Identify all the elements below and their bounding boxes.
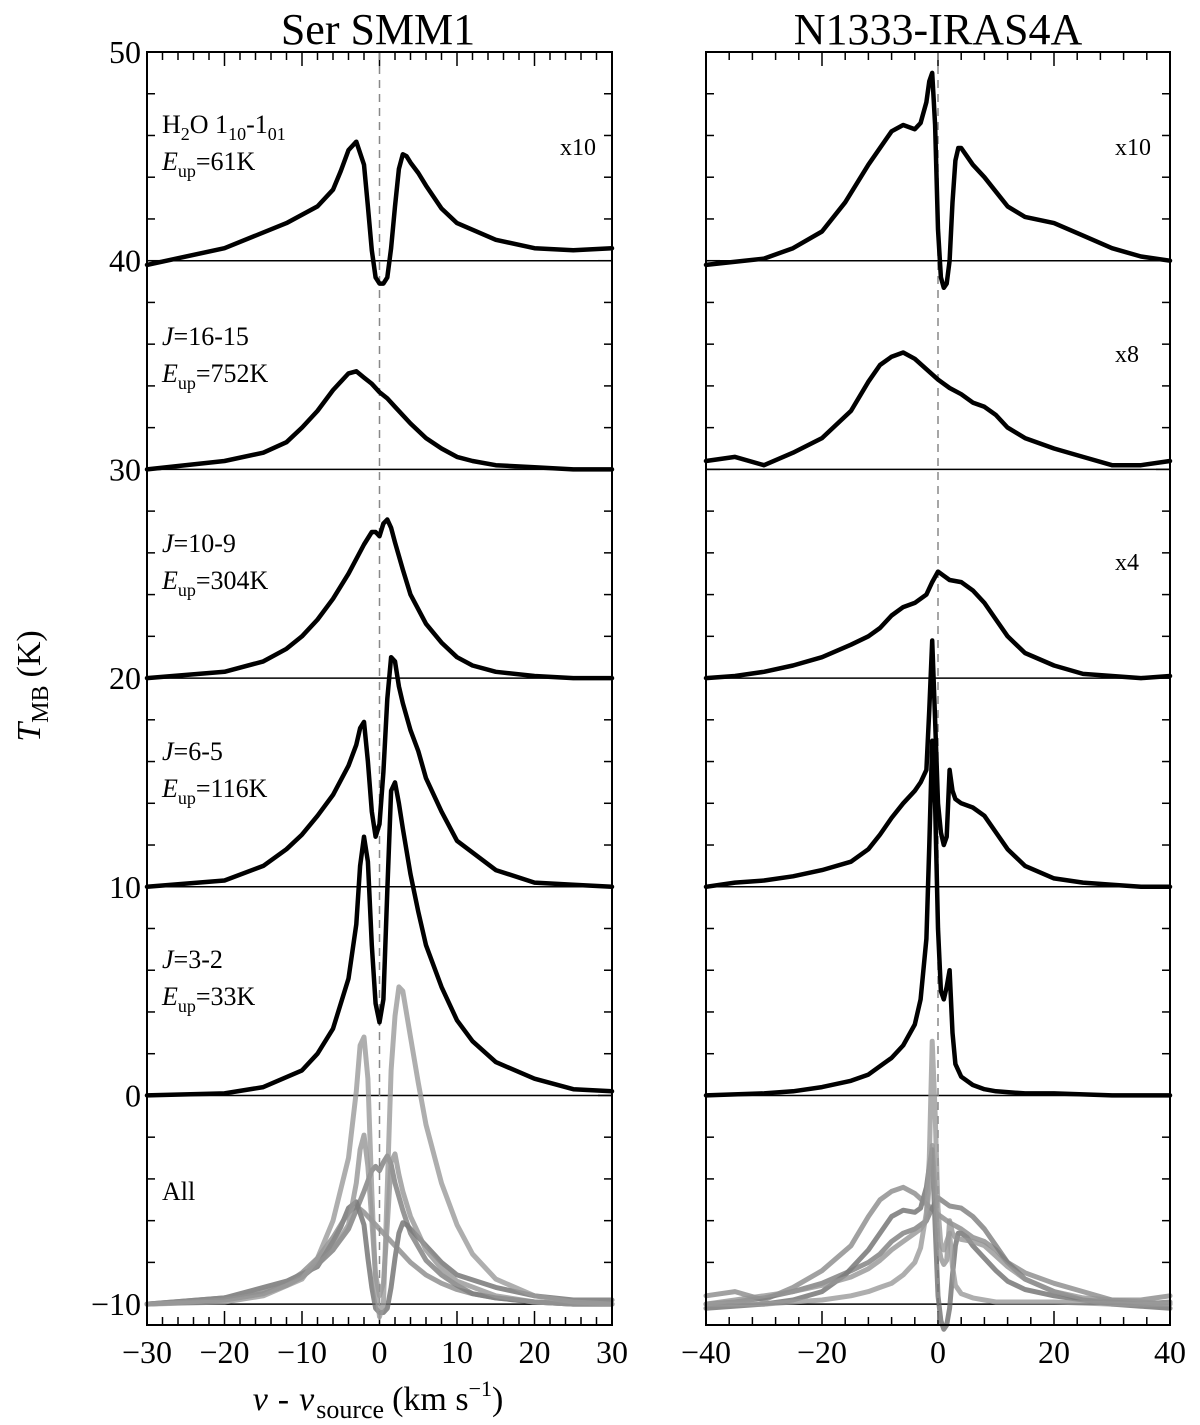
x-tick-label: 20 — [519, 1334, 551, 1370]
left-x-tick-labels: −30 −20 −10 0 10 20 30 — [122, 1334, 628, 1370]
spectrum-trace — [144, 369, 615, 472]
panel-left: −30 −20 −10 0 10 20 30 50 40 30 20 10 0 −10 H2O 110-… — [91, 34, 628, 1370]
panel-right: −40 −20 0 20 40 x10 x8 x4 — [681, 51, 1186, 1370]
right-traces — [703, 70, 1173, 1098]
overlay-trace — [703, 1147, 1173, 1332]
right-scale-label-j10-9: x4 — [1115, 550, 1139, 576]
x-tick-label: 0 — [372, 1334, 388, 1370]
label-j16-15-energy: Eup=752K — [161, 359, 269, 393]
x-axis-title-v: v — [253, 1381, 269, 1418]
spectrum-trace — [144, 517, 615, 681]
right-x-tick-labels: −40 −20 0 20 40 — [681, 1334, 1186, 1370]
x-tick-label: 20 — [1038, 1334, 1070, 1370]
y-tick-label: −10 — [91, 1286, 141, 1322]
x-axis-title-v2: v — [299, 1381, 315, 1418]
label-j6-5-transition: J=6-5 — [162, 737, 223, 766]
left-traces — [144, 139, 615, 1098]
y-axis-title: TMB (K) — [11, 630, 54, 741]
overlay-trace — [703, 1038, 1173, 1307]
right-panel-frame — [705, 51, 1171, 1326]
label-h2o-energy: Eup=61K — [161, 147, 256, 181]
left-scale-label-h2o: x10 — [560, 135, 596, 161]
x-tick-label: 40 — [1154, 1334, 1186, 1370]
spectrum-trace — [144, 654, 615, 890]
svg-text:TMB(K): TMB (K) — [11, 630, 54, 741]
label-j10-9-energy: Eup=304K — [161, 566, 269, 600]
x-axis-title-exp: −1 — [469, 1376, 492, 1401]
spectrum-trace — [703, 70, 1173, 291]
y-tick-label: 30 — [109, 451, 141, 487]
x-axis-title-unit: (km s — [392, 1381, 469, 1418]
x-tick-label: −30 — [122, 1334, 172, 1370]
spectrum-trace — [144, 780, 615, 1098]
label-h2o: H2O 110-101 Eup=61K — [161, 110, 286, 181]
right-scale-label-j16-15: x8 — [1115, 342, 1139, 368]
panel-right-title: N1333-IRAS4A — [794, 5, 1083, 54]
spectrum-trace — [703, 569, 1173, 681]
left-overlay-traces — [144, 984, 615, 1320]
overlay-trace — [144, 984, 615, 1320]
y-tick-label: 50 — [109, 34, 141, 70]
left-panel-frame — [146, 51, 613, 1326]
x-tick-label: 10 — [441, 1334, 473, 1370]
x-tick-label: −20 — [797, 1334, 847, 1370]
panel-left-title: Ser SMM1 — [281, 5, 475, 54]
right-scale-label-h2o: x10 — [1115, 135, 1151, 161]
spectrum-trace — [144, 139, 615, 286]
x-axis-title-dash: - — [278, 1381, 289, 1418]
spectrum-trace — [703, 350, 1173, 468]
overlay-trace — [703, 1143, 1173, 1307]
label-j6-5-energy: Eup=116K — [161, 774, 268, 808]
y-tick-label: 40 — [109, 243, 141, 279]
spectrum-trace — [703, 738, 1173, 1098]
x-axis-title: v - vsource (km s−1) — [253, 1376, 504, 1424]
spectrum-trace — [703, 638, 1173, 890]
y-tick-label: 10 — [109, 869, 141, 905]
left-y-tick-labels: 50 40 30 20 10 0 −10 — [91, 34, 141, 1322]
label-j16-15: J=16-15 Eup=752K — [161, 322, 269, 393]
label-h2o-species: H2O 110-101 — [162, 110, 286, 144]
label-j16-15-transition: J=16-15 — [162, 322, 249, 351]
label-j3-2-transition: J=3-2 — [162, 945, 223, 974]
label-all: All — [162, 1177, 195, 1206]
y-tick-label: 20 — [109, 660, 141, 696]
label-j10-9-transition: J=10-9 — [162, 529, 236, 558]
x-tick-label: 0 — [930, 1334, 946, 1370]
y-axis-title-unit: (K) — [11, 630, 48, 677]
x-axis-title-close: ) — [492, 1381, 503, 1418]
x-tick-label: −10 — [277, 1334, 327, 1370]
y-axis-title-sub: MB — [28, 685, 54, 722]
x-axis-title-sub: source — [316, 1395, 384, 1424]
x-tick-label: −40 — [681, 1334, 731, 1370]
right-overlay-traces — [703, 1038, 1173, 1332]
y-tick-label: 0 — [125, 1077, 141, 1113]
label-j3-2-energy: Eup=33K — [161, 982, 256, 1016]
x-tick-label: −20 — [199, 1334, 249, 1370]
y-axis-title-main: T — [11, 721, 48, 742]
x-tick-label: 30 — [596, 1334, 628, 1370]
label-j6-5: J=6-5 Eup=116K — [161, 737, 268, 808]
label-j10-9: J=10-9 Eup=304K — [161, 529, 269, 600]
label-j3-2: J=3-2 Eup=33K — [161, 945, 256, 1016]
